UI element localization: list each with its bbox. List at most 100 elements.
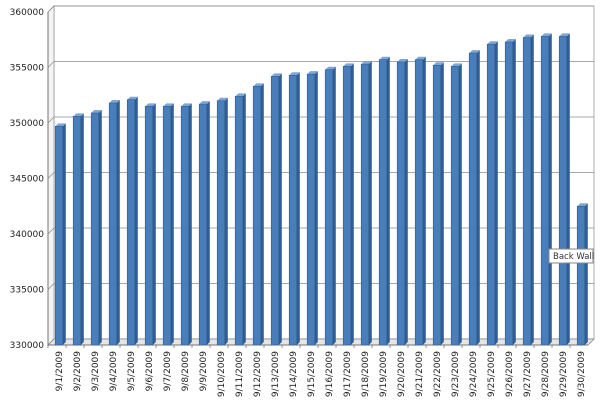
bar (108, 100, 120, 346)
bar-front (576, 205, 586, 346)
bar-top (325, 66, 336, 70)
x-tick-label: 9/10/2009 (217, 351, 227, 397)
bar (558, 33, 570, 346)
bar (378, 56, 390, 346)
x-tick-label: 9/20/2009 (397, 351, 407, 397)
bar-top (415, 56, 426, 60)
bar-top (577, 203, 588, 207)
x-tick-label: 9/13/2009 (271, 351, 281, 397)
bar-top (523, 34, 534, 38)
bar-front (306, 73, 316, 346)
bar-top (541, 33, 552, 37)
x-tick-label: 9/28/2009 (541, 351, 551, 397)
bar (576, 203, 588, 346)
bar-side (296, 72, 300, 346)
bar-front (90, 112, 100, 346)
x-tick-label: 9/9/2009 (199, 351, 209, 392)
bar-top (253, 83, 264, 87)
bar-side (242, 93, 246, 345)
bar-front (324, 69, 334, 346)
bar (252, 83, 264, 346)
bar (126, 96, 138, 346)
bar (54, 123, 66, 346)
bar (504, 38, 516, 346)
bar (234, 93, 246, 346)
bar-side (260, 83, 264, 346)
x-tick-label: 9/21/2009 (415, 351, 425, 397)
bar (72, 113, 84, 346)
bar (468, 50, 480, 346)
bar-side (386, 56, 390, 345)
bar (162, 103, 174, 346)
x-tick-label: 9/23/2009 (451, 351, 461, 397)
bar-side (152, 103, 156, 345)
bar-front (378, 59, 388, 346)
bar-front (180, 106, 190, 346)
x-tick-label: 9/1/2009 (55, 351, 65, 392)
x-tick-label: 9/17/2009 (343, 351, 353, 397)
bar-side (350, 63, 354, 345)
bar-front (72, 116, 82, 346)
bar-top (217, 97, 228, 101)
bar-front (198, 103, 208, 346)
bar (324, 66, 336, 346)
bar-top (559, 33, 570, 37)
bar-side (494, 41, 498, 345)
tooltip-text: Back Wall (553, 252, 594, 262)
bar (540, 33, 552, 346)
x-tick-label: 9/12/2009 (253, 351, 263, 397)
bar-front (342, 66, 352, 346)
bar-top (343, 63, 354, 67)
x-tick-label: 9/7/2009 (163, 351, 173, 392)
gridline (47, 172, 594, 179)
bar-side (62, 123, 66, 345)
bar-side (458, 63, 462, 345)
bar-side (170, 103, 174, 345)
bar-front (396, 61, 406, 346)
bar-top (397, 58, 408, 62)
bar-top (181, 103, 192, 107)
bar-top (487, 41, 498, 45)
bar-top (433, 62, 444, 66)
bar-side (566, 33, 570, 346)
bar-top (73, 113, 84, 117)
bar-front (144, 106, 154, 346)
bar-front (558, 36, 568, 346)
y-tick-label: 335000 (10, 286, 45, 296)
bar (270, 73, 282, 346)
bar (90, 110, 102, 346)
x-tick-label: 9/18/2009 (361, 351, 371, 397)
bar-side (512, 38, 516, 345)
bar-front (234, 96, 244, 346)
bar-top (235, 93, 246, 97)
x-tick-label: 9/22/2009 (433, 351, 443, 397)
y-tick-label: 350000 (10, 119, 45, 129)
bar-top (91, 110, 102, 114)
bar-front (540, 36, 550, 346)
bar-side (332, 66, 336, 345)
gridline (47, 61, 594, 68)
bar-top (127, 96, 138, 100)
x-tick-label: 9/26/2009 (505, 351, 515, 397)
bar-front (108, 102, 118, 346)
bar (216, 97, 228, 346)
bar-top (469, 50, 480, 54)
bar-front (162, 106, 172, 346)
gridline (47, 227, 594, 235)
x-tick-label: 9/29/2009 (559, 351, 569, 397)
gridline (47, 5, 594, 13)
bar-front (288, 74, 298, 346)
bar-front (522, 37, 532, 346)
x-tick-label: 9/6/2009 (145, 351, 155, 392)
x-tick-label: 9/16/2009 (325, 351, 335, 397)
x-tick-label: 9/15/2009 (307, 351, 317, 397)
tooltip-box (548, 248, 594, 264)
bar-front (414, 59, 424, 346)
y-tick-label: 355000 (10, 64, 45, 74)
bar-side (476, 50, 480, 345)
bar (180, 103, 192, 346)
bar-top (505, 38, 516, 42)
bar (432, 62, 444, 346)
y-axis: 330000 335000 340000 345000 350000 355000 3600… (10, 8, 45, 351)
x-tick-label: 9/19/2009 (379, 351, 389, 397)
